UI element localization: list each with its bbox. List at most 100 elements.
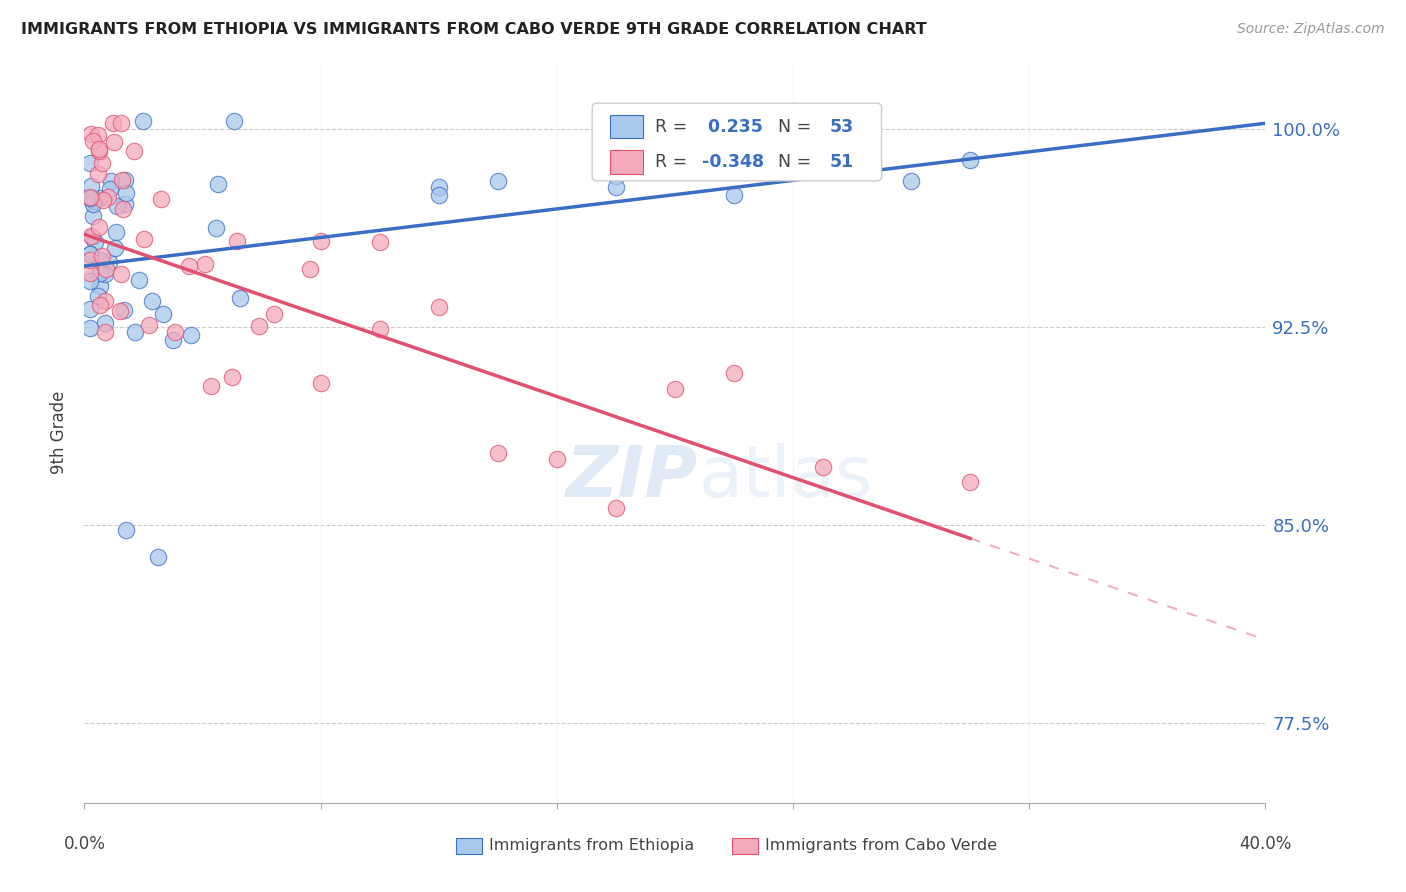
- Point: [79, 266, 101, 280]
- Point: [104, 241, 127, 255]
- Point: [87, 143, 110, 157]
- Point: [112, 302, 135, 317]
- Point: [149, 192, 172, 206]
- Point: [103, 135, 125, 149]
- Point: [486, 174, 509, 188]
- Point: [101, 116, 124, 130]
- Point: [114, 197, 136, 211]
- Point: [79, 253, 101, 268]
- Point: [82, 134, 104, 148]
- Point: [128, 273, 150, 287]
- Point: [605, 169, 627, 183]
- Point: [131, 113, 153, 128]
- Point: [427, 300, 450, 314]
- Point: [110, 116, 132, 130]
- Point: [105, 198, 128, 212]
- Point: [110, 267, 132, 281]
- Text: R =: R =: [655, 118, 693, 136]
- Point: [247, 318, 270, 333]
- Point: [79, 321, 101, 335]
- Point: [309, 376, 332, 391]
- FancyBboxPatch shape: [592, 103, 882, 181]
- Point: [79, 274, 101, 288]
- Y-axis label: 9th Grade: 9th Grade: [51, 391, 69, 475]
- Point: [959, 475, 981, 489]
- Point: [811, 460, 834, 475]
- Point: [486, 446, 509, 460]
- Point: [605, 179, 627, 194]
- Point: [97, 190, 120, 204]
- Point: [368, 322, 391, 336]
- Bar: [731, 838, 758, 854]
- Point: [86, 168, 108, 182]
- Point: [205, 220, 228, 235]
- Point: [141, 293, 163, 308]
- Text: 53: 53: [830, 118, 853, 136]
- Point: [309, 234, 332, 248]
- Point: [207, 177, 229, 191]
- Point: [105, 225, 128, 239]
- Point: [80, 229, 103, 244]
- Point: [114, 173, 136, 187]
- Point: [94, 316, 117, 330]
- Point: [89, 253, 111, 268]
- Point: [82, 191, 104, 205]
- Point: [91, 156, 114, 170]
- Point: [89, 298, 111, 312]
- Point: [124, 145, 146, 159]
- Point: [79, 156, 101, 170]
- Point: [112, 202, 135, 216]
- Point: [723, 187, 745, 202]
- Point: [94, 326, 117, 340]
- Point: [427, 187, 450, 202]
- Bar: [610, 150, 643, 174]
- Point: [221, 370, 243, 384]
- Point: [87, 145, 110, 159]
- Bar: [610, 115, 643, 138]
- Point: [87, 219, 110, 234]
- Point: [80, 192, 103, 206]
- Point: [115, 524, 138, 538]
- Text: Immigrants from Ethiopia: Immigrants from Ethiopia: [489, 838, 695, 854]
- Point: [79, 127, 101, 141]
- Point: [89, 279, 111, 293]
- Point: [82, 209, 104, 223]
- Point: [83, 194, 105, 209]
- Point: [79, 190, 101, 204]
- Point: [111, 172, 134, 186]
- Point: [80, 230, 103, 244]
- Point: [959, 153, 981, 168]
- Point: [152, 307, 174, 321]
- Bar: [457, 838, 482, 854]
- Point: [86, 289, 108, 303]
- Point: [87, 128, 110, 143]
- Point: [427, 179, 450, 194]
- Point: [200, 379, 222, 393]
- Text: N =: N =: [768, 118, 817, 136]
- Point: [79, 246, 101, 260]
- Text: IMMIGRANTS FROM ETHIOPIA VS IMMIGRANTS FROM CABO VERDE 9TH GRADE CORRELATION CHA: IMMIGRANTS FROM ETHIOPIA VS IMMIGRANTS F…: [21, 22, 927, 37]
- Point: [90, 249, 112, 263]
- Point: [180, 327, 202, 342]
- Point: [146, 549, 169, 564]
- Point: [194, 257, 217, 271]
- Point: [84, 235, 107, 249]
- Point: [298, 262, 321, 277]
- Point: [79, 190, 101, 204]
- Point: [368, 235, 391, 249]
- Text: ZIP: ZIP: [567, 442, 699, 511]
- Point: [79, 301, 101, 316]
- Text: 0.235: 0.235: [702, 118, 763, 136]
- Point: [900, 174, 922, 188]
- Point: [93, 267, 115, 281]
- Text: Source: ZipAtlas.com: Source: ZipAtlas.com: [1237, 22, 1385, 37]
- Point: [79, 247, 101, 261]
- Point: [100, 174, 122, 188]
- Point: [228, 291, 250, 305]
- Point: [723, 366, 745, 380]
- Point: [124, 325, 146, 339]
- Text: Immigrants from Cabo Verde: Immigrants from Cabo Verde: [765, 838, 997, 854]
- Point: [93, 193, 115, 207]
- Point: [179, 259, 201, 273]
- Point: [546, 452, 568, 467]
